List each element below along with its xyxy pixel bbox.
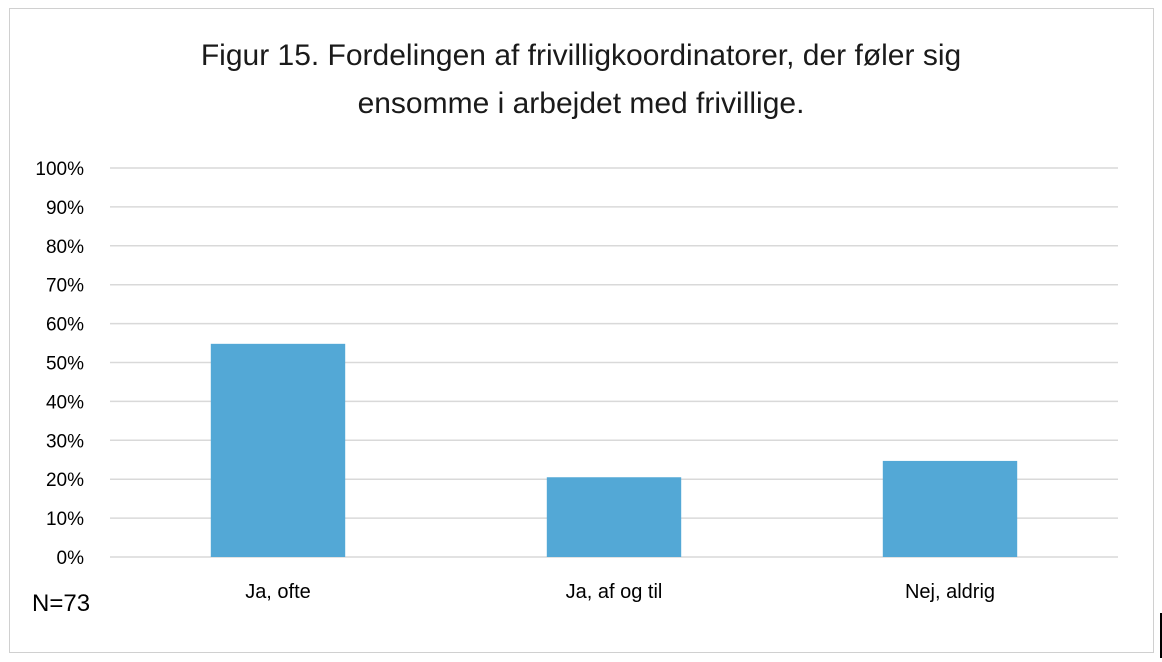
- x-category-label: Ja, af og til: [566, 581, 663, 603]
- y-tick-label: 20%: [46, 470, 84, 491]
- chart-frame: [9, 8, 1154, 653]
- y-tick-label: 80%: [46, 237, 84, 258]
- bar: [546, 477, 682, 557]
- y-tick-label: 70%: [46, 276, 84, 297]
- y-tick-label: 0%: [57, 548, 85, 569]
- sample-size-note: N=73: [32, 590, 91, 617]
- x-category-label: Nej, aldrig: [905, 581, 995, 603]
- y-tick-label: 10%: [46, 509, 84, 530]
- y-tick-label: 30%: [46, 431, 84, 452]
- y-tick-label: 60%: [46, 315, 84, 336]
- y-tick-label: 40%: [46, 392, 84, 413]
- bar: [882, 460, 1018, 557]
- bar: [210, 343, 346, 557]
- y-tick-label: 100%: [35, 159, 84, 180]
- y-tick-label: 90%: [46, 198, 84, 219]
- edge-divider: [1160, 613, 1162, 658]
- chart-title: Figur 15. Fordelingen af frivilligkoordi…: [200, 39, 962, 120]
- x-category-label: Ja, ofte: [245, 581, 311, 603]
- y-tick-label: 50%: [46, 354, 84, 375]
